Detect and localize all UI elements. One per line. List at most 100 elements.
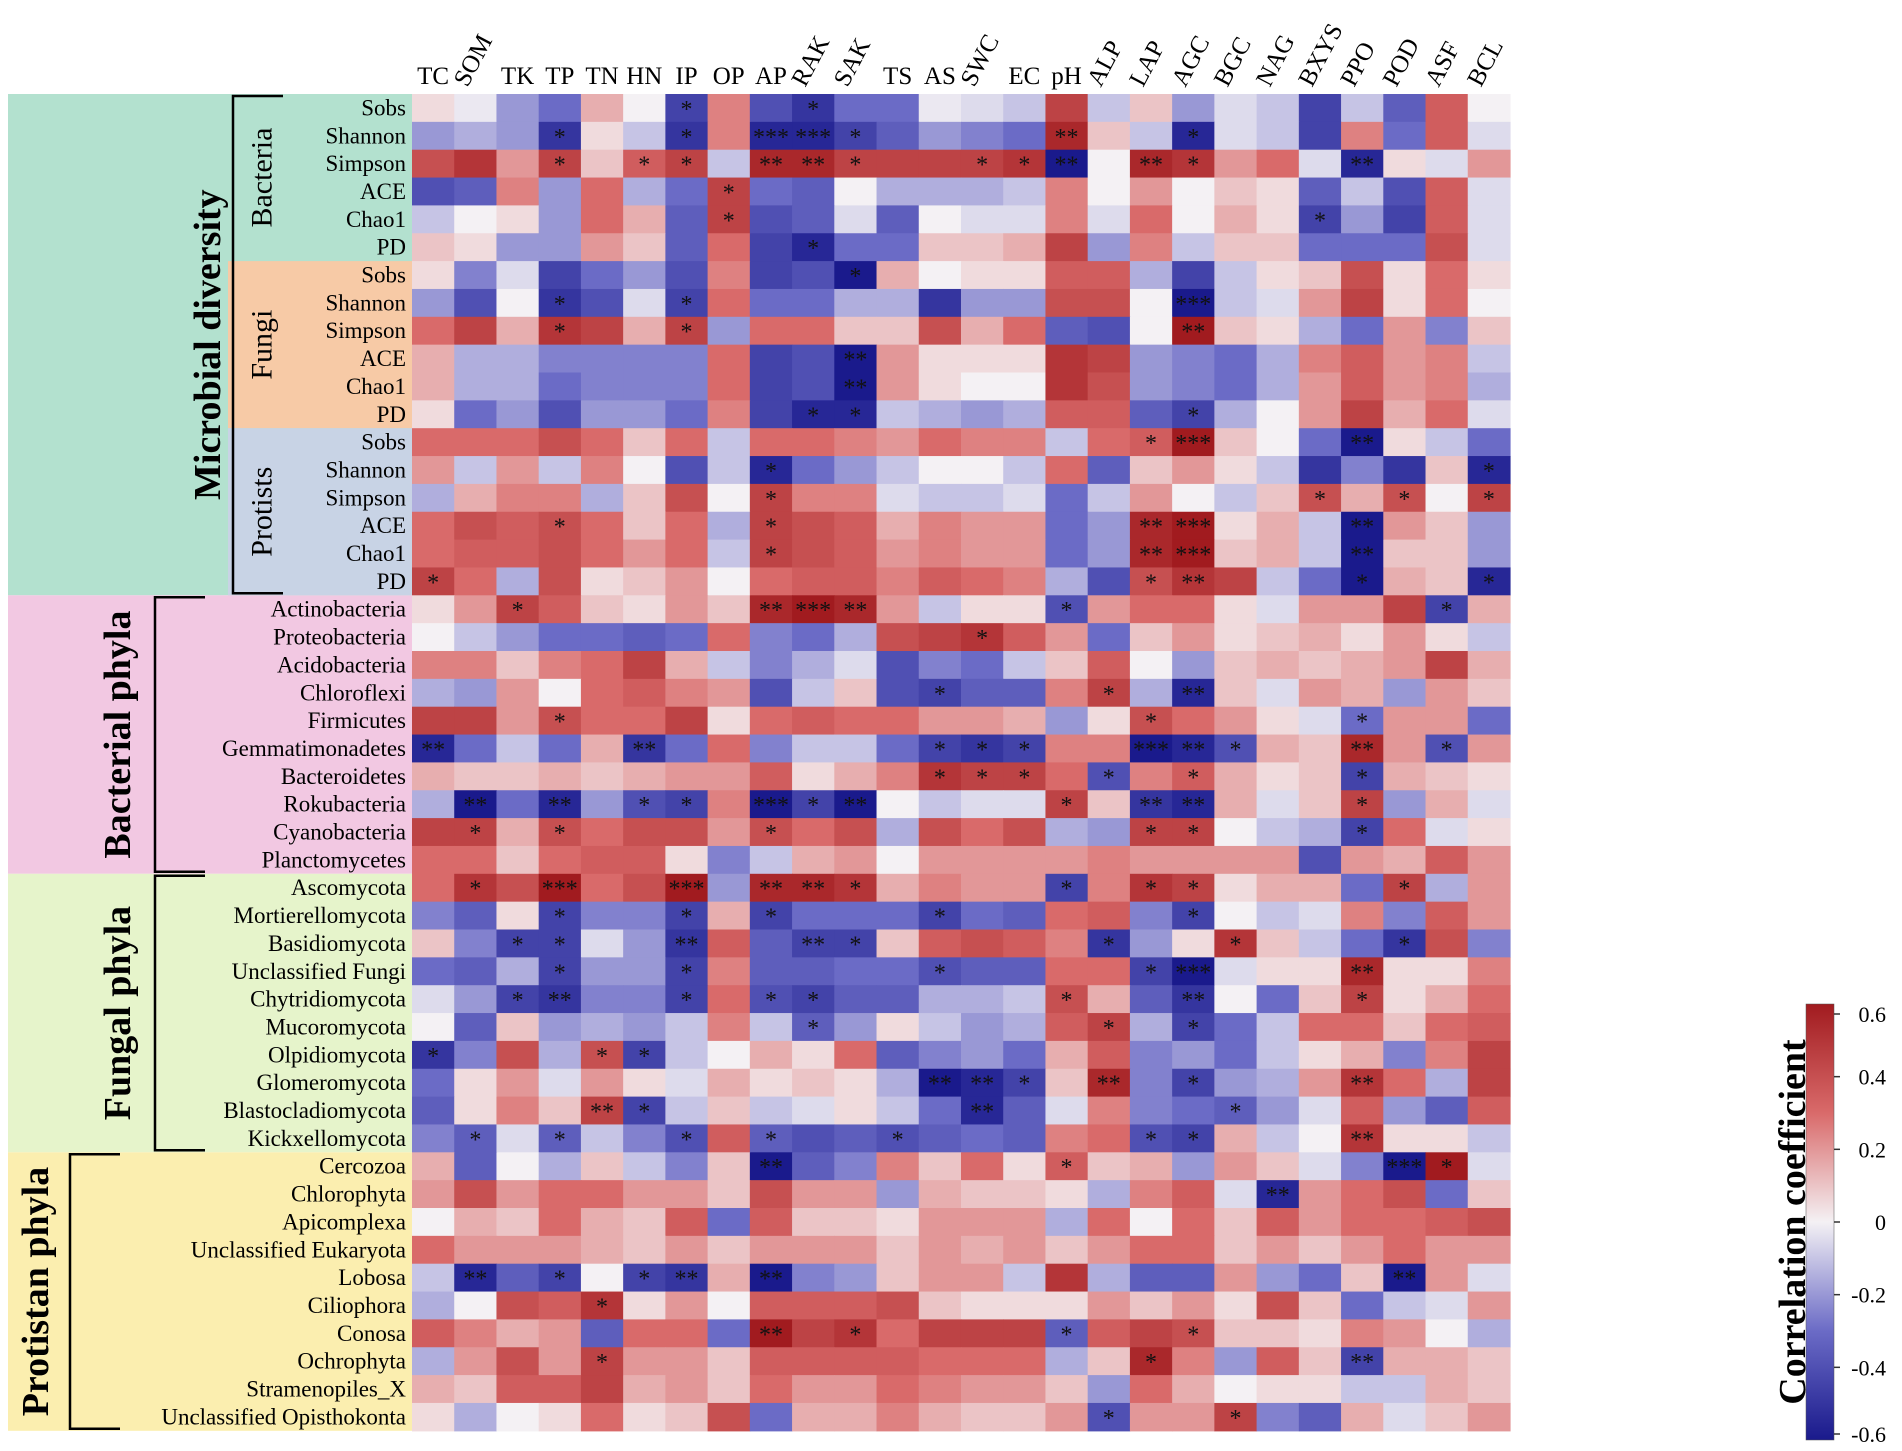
heatmap-cell [1087, 595, 1131, 624]
heatmap-cell [918, 901, 962, 931]
heatmap-cell [1172, 651, 1215, 680]
significance-mark: * [1145, 570, 1157, 596]
heatmap-cell [749, 1375, 793, 1404]
heatmap-cell [538, 372, 582, 401]
heatmap-cell [1256, 428, 1300, 457]
heatmap-cell [1003, 1402, 1047, 1432]
heatmap-cell [1383, 734, 1427, 763]
heatmap-cell [918, 734, 962, 763]
heatmap-cell [1467, 985, 1511, 1014]
row-label: Mortierellomycota [234, 903, 406, 928]
heatmap-cell [496, 1235, 540, 1265]
significance-mark: * [554, 932, 566, 958]
heatmap-cell [623, 316, 666, 346]
column-label: SWC [956, 30, 1005, 91]
heatmap-cell [1172, 149, 1215, 179]
heatmap-cell [960, 1152, 1004, 1181]
heatmap-cell [876, 929, 920, 958]
significance-mark: ** [1139, 543, 1163, 569]
heatmap-cell [876, 483, 920, 513]
row-label: Simpson [325, 151, 406, 176]
heatmap-cell [1129, 177, 1173, 206]
heatmap-cell [1341, 94, 1384, 123]
heatmap-cell [665, 1124, 709, 1153]
heatmap-cell [960, 1347, 1004, 1376]
heatmap-cell [496, 762, 540, 791]
heatmap-cell [538, 1180, 582, 1209]
heatmap-cell [960, 567, 1004, 596]
heatmap-cell [1172, 1068, 1215, 1098]
heatmap-cell [749, 1040, 793, 1070]
heatmap-cell [960, 985, 1004, 1014]
heatmap-cell [1256, 456, 1300, 485]
heatmap-cell [1087, 1040, 1131, 1070]
significance-mark: * [1356, 710, 1368, 736]
heatmap-cell [1172, 1347, 1215, 1376]
significance-mark: * [807, 1016, 819, 1042]
heatmap-cell [960, 94, 1004, 123]
significance-mark: ** [759, 877, 783, 903]
heatmap-cell [412, 1013, 455, 1042]
heatmap-cell [918, 1152, 962, 1181]
heatmap-cell [834, 428, 878, 457]
heatmap-cell [580, 1319, 624, 1348]
heatmap-cell [1214, 94, 1258, 123]
heatmap-cell [454, 149, 498, 179]
significance-mark: * [1398, 487, 1410, 513]
heatmap-cell [1172, 400, 1215, 429]
heatmap-cell [1172, 261, 1215, 290]
row-label: Unclassified Eukaryota [191, 1237, 406, 1262]
heatmap-cell [792, 539, 835, 569]
heatmap-cell [496, 1291, 540, 1320]
heatmap-cell [792, 511, 835, 541]
heatmap-cell [1256, 734, 1300, 763]
heatmap-cell [665, 790, 709, 819]
heatmap-cell [834, 818, 878, 847]
group-bracket [153, 596, 205, 874]
significance-mark: * [1145, 960, 1157, 986]
heatmap-cell [538, 344, 582, 374]
significance-mark: * [934, 682, 946, 708]
heatmap-cell [665, 1402, 709, 1432]
heatmap-cell [1383, 567, 1427, 596]
heatmap-cell [1045, 1402, 1089, 1432]
significance-mark: * [512, 932, 524, 958]
heatmap-cell [792, 177, 835, 206]
heatmap-cell [707, 261, 751, 290]
heatmap-cell [665, 428, 709, 457]
heatmap-cell [1256, 790, 1300, 819]
heatmap-cell [749, 873, 793, 903]
heatmap-cell [1003, 1208, 1047, 1237]
heatmap-cell [918, 845, 962, 875]
heatmap-cell [454, 595, 498, 624]
heatmap-cell [749, 762, 793, 791]
heatmap-cell [412, 929, 455, 958]
heatmap-cell [1383, 595, 1427, 624]
heatmap-cell [496, 790, 540, 819]
heatmap-cell [749, 1263, 793, 1293]
heatmap-cell [749, 1235, 793, 1265]
heatmap-cell [580, 790, 624, 819]
heatmap-cell [454, 1208, 498, 1237]
significance-mark: * [1061, 598, 1073, 624]
row-label: Actinobacteria [271, 597, 406, 622]
heatmap-cell [1256, 623, 1300, 652]
heatmap-cell [1467, 483, 1511, 513]
heatmap-cell [580, 1096, 624, 1126]
heatmap-cell [1467, 1291, 1511, 1320]
heatmap-cell [412, 1096, 455, 1126]
heatmap-cell [876, 818, 920, 847]
heatmap-cell [1045, 1208, 1089, 1237]
significance-mark: *** [1175, 292, 1211, 318]
heatmap-cell [1341, 511, 1384, 541]
heatmap-cell [1045, 1235, 1089, 1265]
legend-title: Correlation coefficient [1772, 1039, 1814, 1405]
heatmap-cell [707, 1013, 751, 1042]
row-label: Conosa [337, 1321, 406, 1346]
significance-mark: * [681, 988, 693, 1014]
heatmap-cell [834, 1096, 878, 1126]
heatmap-cell [1214, 762, 1258, 791]
heatmap-cell [1341, 1347, 1384, 1376]
heatmap-cell [1172, 706, 1215, 736]
heatmap-cell [1298, 539, 1342, 569]
